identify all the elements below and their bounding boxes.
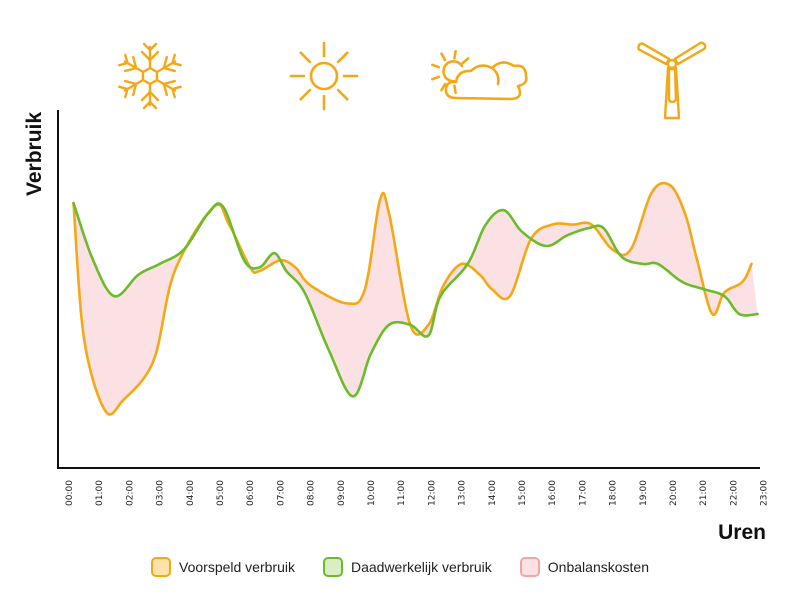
- legend-label-imbalance: Onbalanskosten: [547, 559, 649, 575]
- legend-swatch-imbalance: [519, 557, 540, 577]
- legend-item-forecast: Voorspeld verbruik: [151, 557, 295, 577]
- snowflake-icon: [118, 42, 182, 110]
- x-tick-label: 03:00: [156, 480, 166, 506]
- legend-item-actual: Daadwerkelijk verbruik: [322, 557, 492, 577]
- x-tick-label: 20:00: [669, 480, 679, 506]
- x-tick-label: 19:00: [639, 480, 649, 506]
- x-tick-labels: 00:00 01:00 02:00 03:00 04:00 05:00 06:00 07:00…: [65, 480, 770, 506]
- x-tick-label: 05:00: [216, 480, 226, 506]
- x-tick-label: 21:00: [699, 480, 709, 506]
- x-tick-label: 07:00: [276, 480, 286, 506]
- x-tick-label: 02:00: [125, 480, 135, 506]
- x-tick-label: 08:00: [307, 480, 317, 506]
- x-tick-label: 06:00: [246, 480, 256, 506]
- x-tick-label: 04:00: [186, 480, 196, 506]
- sun-behind-cloud-icon: [430, 49, 528, 101]
- legend-label-actual: Daadwerkelijk verbruik: [350, 559, 492, 575]
- x-tick-label: 22:00: [729, 480, 739, 506]
- series-line-actual: [72, 201, 759, 398]
- x-axis-title: Uren: [718, 521, 766, 544]
- x-tick-label: 17:00: [578, 480, 588, 506]
- x-tick-label: 12:00: [427, 480, 437, 506]
- y-axis-title: Verbruik: [23, 112, 46, 196]
- wind-turbine-icon: [637, 41, 707, 120]
- sun-icon: [289, 41, 359, 111]
- x-tick-label: 10:00: [367, 480, 377, 506]
- x-tick-label: 13:00: [458, 480, 468, 506]
- legend-label-forecast: Voorspeld verbruik: [179, 559, 295, 575]
- series-lines: [72, 181, 759, 416]
- legend: Voorspeld verbruik Daadwerkelijk verbrui…: [0, 552, 800, 582]
- x-tick-label: 11:00: [397, 480, 407, 506]
- legend-swatch-forecast: [151, 557, 172, 577]
- imbalance-area: [73, 183, 758, 415]
- x-tick-label: 14:00: [488, 480, 498, 506]
- x-tick-label: 18:00: [609, 480, 619, 506]
- x-tick-label: 15:00: [518, 480, 528, 506]
- imbalance-fill: [73, 183, 758, 415]
- legend-swatch-actual: [322, 557, 343, 577]
- legend-item-imbalance: Onbalanskosten: [519, 557, 649, 577]
- x-tick-label: 00:00: [65, 480, 75, 506]
- x-tick-label: 16:00: [548, 480, 558, 506]
- x-tick-label: 23:00: [760, 480, 770, 506]
- x-tick-label: 01:00: [95, 480, 105, 506]
- x-tick-label: 09:00: [337, 480, 347, 506]
